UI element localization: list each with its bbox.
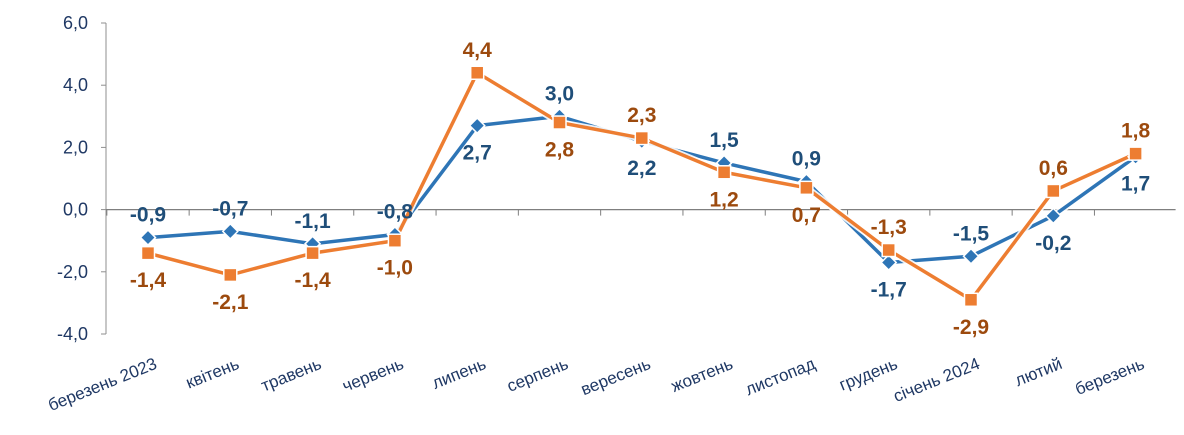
data-point-diamond [962, 247, 980, 265]
x-tick-label: липень [429, 354, 488, 393]
data-label: -1,4 [130, 269, 167, 292]
y-tick-label: -2,0 [57, 262, 88, 282]
data-point-square [963, 292, 979, 308]
data-label: 3,0 [545, 82, 574, 105]
data-point-square [223, 267, 238, 283]
data-label: 1,8 [1121, 120, 1151, 143]
data-label: 0,9 [792, 148, 821, 171]
data-point-diamond [139, 229, 157, 247]
x-tick-label: березень [1072, 354, 1147, 399]
data-label: -1,0 [377, 257, 413, 280]
data-point-diamond [468, 117, 486, 135]
data-label: 4,4 [463, 39, 493, 62]
y-tick-label: -4,0 [57, 324, 88, 344]
data-label: 2,8 [545, 139, 575, 162]
x-tick-label: вересень [578, 354, 653, 399]
data-point-square [140, 245, 156, 261]
x-tick-label: лютий [1012, 354, 1065, 390]
x-tick-label: січень 2024 [891, 354, 983, 406]
data-label: 1,5 [709, 129, 739, 152]
data-point-square [1128, 146, 1143, 161]
x-tick-label: листопад [743, 354, 818, 399]
data-label: -1,1 [295, 210, 332, 233]
data-label: 1,7 [1121, 173, 1150, 196]
data-label: 2,3 [627, 104, 656, 127]
data-label: -2,1 [212, 291, 249, 314]
data-point-square [387, 233, 403, 248]
data-label: 2,7 [463, 142, 492, 165]
data-point-diamond [221, 222, 239, 240]
data-point-square [634, 130, 650, 146]
data-point-diamond [880, 253, 898, 272]
data-label: 0,6 [1039, 157, 1068, 180]
y-tick-label: 6,0 [63, 13, 88, 33]
data-point-square [305, 245, 320, 261]
data-point-diamond [1044, 207, 1062, 225]
data-label: 2,2 [627, 157, 656, 180]
data-point-square [1046, 183, 1061, 199]
y-tick-label: 0,0 [63, 200, 88, 220]
data-label: -1,7 [871, 278, 907, 301]
data-label: -2,9 [953, 316, 989, 339]
x-tick-label: березень 2023 [45, 354, 159, 415]
data-label: -1,3 [871, 216, 907, 239]
data-point-square [552, 115, 567, 130]
x-tick-label: серпень [504, 354, 571, 396]
x-tick-label: червень [340, 354, 407, 396]
data-point-square [716, 165, 732, 180]
data-label: -0,2 [1035, 232, 1071, 255]
x-tick-label: травень [258, 354, 324, 395]
data-label: -1,4 [295, 269, 332, 292]
data-label: -1,5 [953, 222, 990, 245]
data-point-square [469, 65, 485, 81]
y-tick-label: 2,0 [63, 137, 88, 157]
data-label: -0,9 [130, 204, 166, 227]
data-label: -0,7 [212, 197, 248, 220]
data-point-square [881, 242, 896, 258]
y-tick-label: 4,0 [63, 75, 88, 95]
data-label: 0,7 [792, 204, 821, 227]
data-label: 1,2 [709, 188, 738, 211]
data-point-square [799, 180, 814, 196]
x-tick-label: жовтень [668, 354, 735, 396]
data-label: -0,8 [377, 200, 414, 223]
x-tick-label: квітень [183, 354, 242, 392]
